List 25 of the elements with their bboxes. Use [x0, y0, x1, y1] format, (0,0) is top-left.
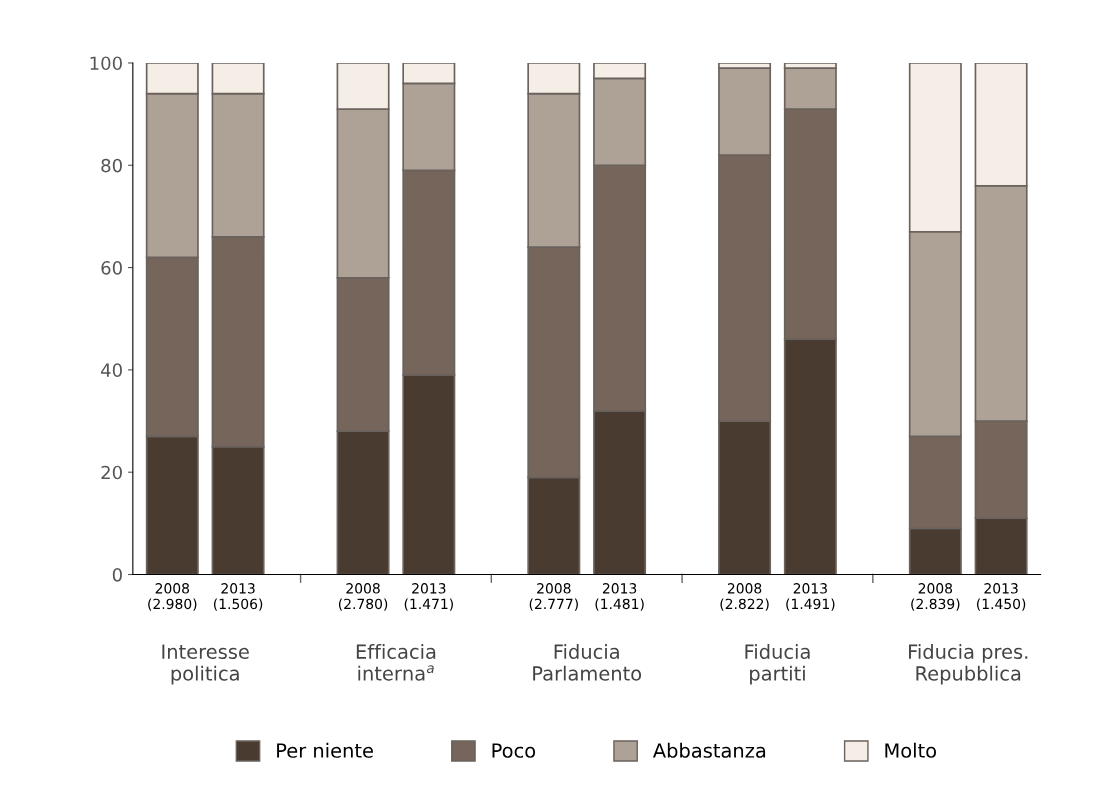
text: Fiducia pres. Repubblica: [909, 643, 1028, 685]
x-tick-label: 2008 (2.780): [338, 583, 388, 611]
legend-label: Abbastanza: [652, 742, 766, 758]
y-tick-label: 80: [101, 158, 122, 173]
text: Fiducia Parlamento: [533, 643, 642, 681]
y-tick-label: 40: [101, 363, 122, 378]
legend-label: Poco: [492, 743, 536, 758]
x-tick-label: 2013 (1.506): [213, 583, 263, 611]
x-tick-label: 2013 (1.450): [977, 583, 1026, 611]
x-tick-label: 2013 (1.481): [595, 583, 644, 611]
x-tick-label: 2008 (2.777): [529, 583, 578, 611]
legend-label: Molto: [885, 742, 937, 758]
x-tick-label: 2013 (1.491): [786, 583, 835, 611]
x-tick-label: 2008 (2.822): [720, 583, 769, 611]
y-tick-label: 0: [112, 567, 122, 582]
x-tick-label: 2013 (1.471): [404, 583, 453, 611]
text: Fiducia partiti: [745, 643, 810, 685]
y-tick-label: 100: [90, 56, 122, 71]
y-tick-label: 60: [101, 261, 122, 275]
legend-label: Per niente: [277, 742, 373, 758]
text: Interesse politica: [162, 644, 249, 685]
text: Efficacia interna$^{a}$: [356, 643, 436, 681]
x-tick-label: 2008 (2.839): [911, 583, 960, 611]
y-tick-label: 20: [101, 465, 122, 480]
x-tick-label: 2008 (2.980): [148, 583, 197, 611]
